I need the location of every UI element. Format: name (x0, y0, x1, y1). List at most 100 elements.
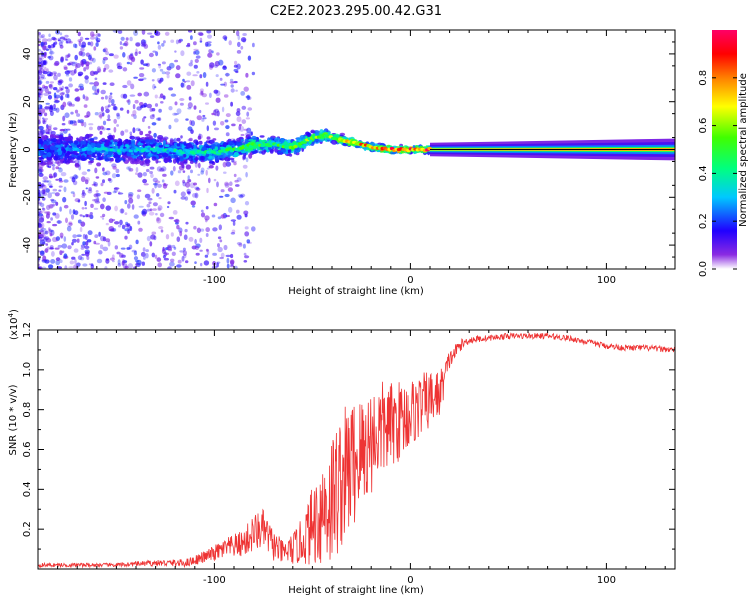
heatmap-speckle (209, 92, 212, 99)
heatmap-speckle (182, 247, 186, 251)
heatmap-speckle (128, 168, 134, 172)
heatmap-speckle (47, 183, 53, 187)
heatmap-speckle (184, 196, 189, 201)
heatmap-speckle (141, 208, 148, 215)
heatmap-speckle (113, 126, 117, 133)
heatmap-speckle (142, 63, 149, 66)
heatmap-speckle (43, 180, 49, 183)
heatmap-speckle (176, 236, 181, 242)
heatmap-speckle (46, 180, 52, 184)
heatmap-speckle (72, 234, 77, 239)
heatmap-cell (193, 144, 197, 149)
heatmap-speckle (152, 177, 158, 183)
heatmap-speckle (94, 234, 99, 239)
heatmap-speckle (58, 189, 62, 192)
heatmap-speckle (120, 130, 125, 136)
heatmap-speckle (84, 177, 90, 182)
heatmap-speckle (201, 93, 207, 98)
heatmap-cell (259, 135, 265, 138)
heatmap-speckle (114, 221, 120, 225)
colorbar-tick-label: 0.4 (698, 165, 709, 181)
heatmap-speckle (47, 129, 53, 136)
heatmap-speckle (217, 216, 222, 220)
heatmap-speckle (71, 120, 77, 124)
heatmap-speckle (149, 35, 155, 38)
heatmap-speckle (65, 41, 69, 44)
heatmap-speckle (66, 54, 70, 58)
heatmap-speckle (193, 182, 197, 186)
heatmap-speckle (38, 130, 44, 136)
heatmap-speckle (53, 72, 57, 77)
heatmap-speckle (74, 88, 80, 92)
heatmap-speckle (188, 236, 194, 242)
heatmap-cell (126, 151, 131, 157)
heatmap-cell (80, 140, 87, 145)
heatmap-speckle (173, 113, 180, 115)
heatmap-speckle (196, 115, 202, 121)
heatmap-speckle (38, 119, 41, 125)
heatmap-ridge-point (293, 144, 298, 148)
heatmap-speckle (222, 161, 227, 168)
heatmap-cell (187, 155, 194, 162)
heatmap-speckle (108, 53, 114, 57)
heatmap-ridge-point (152, 149, 157, 153)
svg-text:(x104): (x104) (7, 309, 20, 340)
heatmap-speckle (60, 96, 63, 100)
heatmap-speckle (129, 131, 133, 135)
heatmap-speckle (119, 107, 124, 111)
heatmap-speckle (117, 30, 123, 34)
heatmap-speckle (238, 125, 241, 131)
heatmap-speckle (102, 236, 107, 242)
heatmap-speckle (152, 208, 157, 211)
heatmap-x-tick-label: -100 (203, 275, 226, 286)
heatmap-speckle (81, 122, 84, 127)
heatmap-speckle (216, 262, 219, 268)
heatmap-speckle (57, 81, 62, 86)
heatmap-speckle (151, 252, 155, 258)
heatmap-speckle (57, 220, 61, 224)
heatmap-speckle (52, 203, 55, 207)
heatmap-speckle (213, 202, 218, 207)
heatmap-speckle (119, 46, 124, 50)
heatmap-speckle (45, 243, 49, 246)
heatmap-speckle (67, 245, 72, 250)
heatmap-speckle (68, 102, 73, 107)
heatmap-speckle (185, 221, 189, 225)
heatmap-speckle (241, 119, 247, 124)
heatmap-speckle (170, 170, 174, 176)
heatmap-speckle (42, 71, 48, 75)
heatmap-speckle (178, 39, 182, 44)
heatmap-speckle (227, 187, 233, 192)
heatmap-speckle (122, 84, 128, 89)
heatmap-speckle (222, 35, 228, 40)
heatmap-speckle (41, 259, 47, 263)
heatmap-speckle (220, 83, 226, 86)
heatmap-speckle (62, 101, 67, 108)
heatmap-speckle (101, 127, 106, 131)
heatmap-cell (299, 135, 306, 139)
heatmap-speckle (167, 266, 172, 269)
heatmap-speckle (71, 61, 76, 67)
heatmap-speckle (45, 188, 50, 193)
heatmap-speckle (181, 255, 185, 262)
heatmap-speckle (157, 262, 162, 268)
heatmap-speckle (164, 31, 170, 36)
heatmap-speckle (63, 236, 67, 242)
heatmap-speckle (205, 248, 209, 252)
heatmap-speckle (193, 51, 196, 55)
heatmap-speckle (133, 214, 139, 219)
heatmap-speckle (61, 123, 66, 126)
heatmap-speckle (99, 125, 104, 130)
heatmap-speckle (68, 266, 74, 269)
heatmap-speckle (49, 104, 54, 110)
heatmap-speckle (119, 41, 123, 46)
snr-x-ticks: -100 0 100 (57, 330, 666, 586)
snr-x-axis-label: Height of straight line (km) (288, 585, 424, 596)
heatmap-speckle (57, 39, 61, 42)
heatmap-speckle (179, 98, 185, 101)
heatmap-speckle (140, 104, 147, 108)
heatmap-cell (54, 147, 58, 152)
heatmap-speckle (50, 217, 53, 221)
heatmap-speckle (152, 182, 159, 186)
heatmap-speckle (82, 94, 86, 100)
